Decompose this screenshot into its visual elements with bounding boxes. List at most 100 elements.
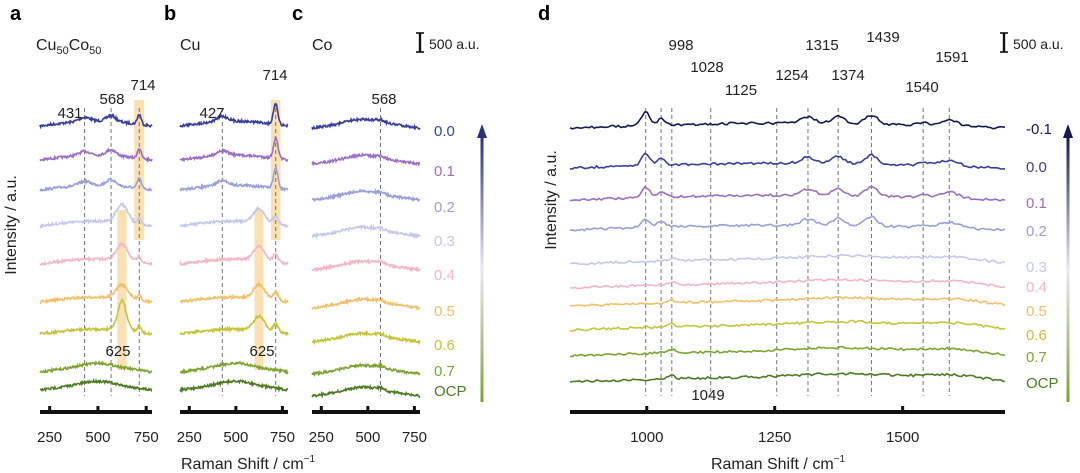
x-tick-label: 750 [270, 429, 295, 446]
spectrum-line-b [179, 102, 289, 129]
spectrum-line-d [569, 319, 1006, 332]
peak-label: 1315 [805, 37, 838, 54]
panel-b-title: Cu [180, 37, 200, 54]
legend-label-d: 0.1 [1026, 195, 1047, 212]
spectrum-line-d [569, 277, 1006, 290]
peak-label: 568 [99, 91, 124, 108]
legend-label-d: 0.6 [1026, 327, 1047, 344]
spectrum-line-d [569, 371, 1006, 383]
potential-arrow-abc [477, 124, 487, 402]
x-axis-c [312, 410, 420, 414]
legend-label-abc: 0.5 [434, 303, 455, 320]
spectrum-line-c [311, 295, 421, 312]
x-tick-label: 500 [223, 429, 248, 446]
panel-letter-b: b [164, 3, 176, 25]
peak-label: 625 [249, 343, 274, 360]
spectrum-line-b [179, 165, 289, 193]
y-axis-label-a: Intensity / a.u. [3, 175, 20, 275]
spectrum-line-c [311, 257, 421, 273]
spectrum-line-c [311, 152, 421, 167]
spectrum-line-a [39, 359, 153, 374]
x-tick-label: 250 [309, 429, 334, 446]
spectrum-line-b [179, 378, 289, 394]
x-tick-label: 500 [355, 429, 380, 446]
scale-bar-c-label: 500 a.u. [429, 36, 480, 52]
x-axis-d [570, 410, 1005, 414]
legend-label-d: 0.4 [1026, 279, 1047, 296]
spectrum-line-b [179, 205, 289, 230]
spectrum-line-c [311, 384, 421, 399]
x-axis-label-d: Raman Shift / cm−1 [711, 454, 846, 473]
legend-label-abc: 0.1 [434, 163, 455, 180]
scale-bar-d: 500 a.u. [1000, 32, 1064, 53]
spectrum-line-a [39, 112, 153, 130]
peak-label: 1540 [905, 79, 938, 96]
y-axis-label-d: Intensity / a.u. [543, 150, 560, 250]
spectrum-line-b [179, 243, 289, 267]
spectrum-line-d [569, 111, 1006, 130]
peak-label: 568 [371, 91, 396, 108]
spectrum-line-a [39, 177, 153, 192]
highlight-band [254, 210, 264, 370]
spectrum-line-a [39, 377, 153, 393]
legend-label-abc: 0.3 [434, 233, 455, 250]
legend-label-d: 0.2 [1026, 223, 1047, 240]
spectrum-line-d [569, 185, 1006, 202]
spectrum-line-d [569, 345, 1006, 358]
x-tick-label: 750 [402, 429, 427, 446]
spectrum-line-d [569, 253, 1006, 266]
spectrum-line-d [569, 152, 1006, 170]
spectrum-line-a [39, 297, 153, 336]
legend-label-d: 0.3 [1026, 259, 1047, 276]
panel-letter-c: c [292, 3, 303, 25]
peak-label: 1028 [690, 59, 723, 76]
spectrum-line-c [311, 116, 421, 131]
potential-arrow-d [1063, 124, 1073, 402]
x-tick-label: 250 [37, 429, 62, 446]
legend-label-abc: 0.6 [434, 337, 455, 354]
legend-label-abc: OCP [434, 383, 467, 400]
legend-label-d: 0.7 [1026, 349, 1047, 366]
legend-label-abc: 0.4 [434, 267, 455, 284]
legend-label-d: -0.1 [1026, 121, 1052, 138]
spectrum-line-c [311, 187, 421, 203]
peak-label: 1254 [775, 67, 808, 84]
peak-label: 1125 [725, 82, 757, 99]
x-axis-label-abc: Raman Shift / cm−1 [181, 454, 316, 473]
spectrum-line-b [179, 136, 289, 163]
legend-label-abc: 0.0 [434, 123, 455, 140]
x-tick-label: 1500 [886, 429, 919, 446]
spectrum-line-a [39, 147, 153, 163]
spectrum-line-b [179, 361, 289, 375]
x-tick-label: 750 [134, 429, 159, 446]
spectrum-line-a [39, 202, 153, 230]
legend-label-abc: 0.2 [434, 199, 455, 216]
spectrum-line-b [179, 280, 289, 305]
peak-label: 1049 [691, 387, 724, 404]
peak-label: 625 [105, 343, 130, 360]
peak-label: 1439 [866, 29, 899, 46]
peak-label: 431 [57, 105, 82, 122]
legend-label-d: OCP [1026, 375, 1059, 392]
peak-label: 1374 [831, 67, 864, 84]
spectrum-line-c [311, 223, 421, 239]
highlight-band [134, 100, 145, 240]
peak-label: 1591 [935, 49, 968, 66]
highlight-band [117, 210, 127, 370]
x-tick-label: 500 [85, 429, 110, 446]
scale-bar-d-label: 500 a.u. [1013, 36, 1064, 52]
panel-letter-a: a [10, 3, 22, 25]
spectrum-line-d [569, 215, 1006, 232]
spectrum-line-a [39, 241, 153, 267]
x-axis-a [40, 410, 152, 414]
peak-label: 714 [262, 67, 287, 84]
legend-label-abc: 0.7 [434, 363, 455, 380]
peak-label: 998 [668, 37, 693, 54]
spectrum-line-c [311, 361, 421, 378]
peak-label: 427 [199, 105, 224, 122]
spectrum-line-d [569, 295, 1006, 307]
spectrum-line-b [179, 313, 289, 337]
x-tick-label: 250 [177, 429, 202, 446]
scale-bar-c: 500 a.u. [416, 32, 480, 53]
